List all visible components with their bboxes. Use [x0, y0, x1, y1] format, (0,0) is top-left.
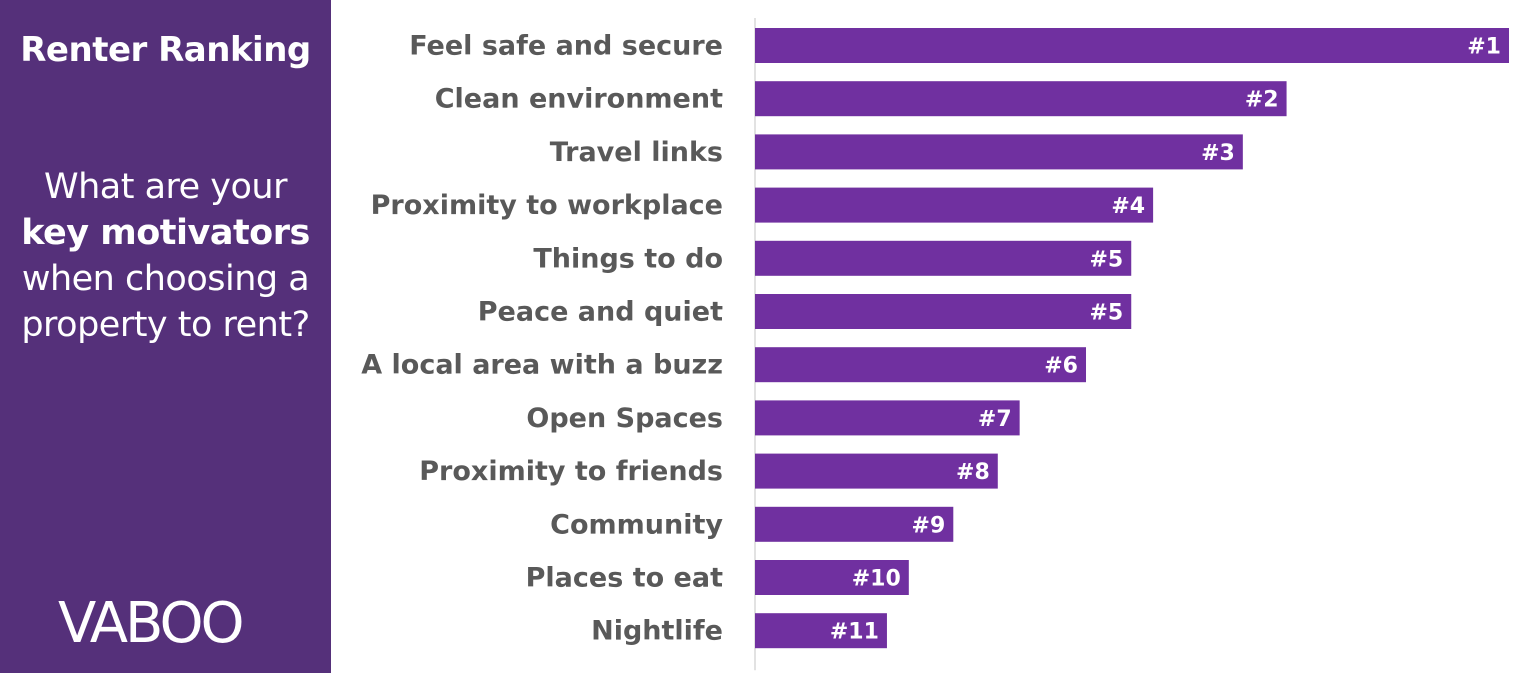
data-label-8: #7 — [978, 407, 1012, 432]
data-label-11: #10 — [852, 567, 901, 592]
bar-9 — [755, 453, 998, 489]
bar-7 — [755, 347, 1087, 383]
category-label-12: Nightlife — [591, 616, 723, 647]
data-label-1: #1 — [1467, 35, 1501, 60]
bar-2 — [755, 81, 1287, 117]
bar-4 — [755, 187, 1154, 223]
question-text-emphasis: key motivators — [21, 213, 310, 253]
survey-question: What are your key motivators when choosi… — [10, 164, 321, 348]
category-label-6: Peace and quiet — [478, 297, 723, 328]
category-label-8: Open Spaces — [526, 403, 723, 434]
bars-group: Feel safe and secure #1 Clean environment #… — [361, 28, 1509, 649]
brand-logo: VABOO — [58, 591, 245, 656]
category-label-10: Community — [550, 509, 723, 540]
data-label-4: #4 — [1111, 194, 1145, 219]
question-text-end: when choosing a property to rent? — [21, 259, 310, 345]
page-title: Renter Ranking — [20, 30, 311, 70]
bar-3 — [755, 134, 1243, 170]
bar-8 — [755, 400, 1020, 436]
category-label-9: Proximity to friends — [419, 456, 723, 487]
data-label-10: #9 — [912, 513, 946, 538]
bar-6 — [755, 294, 1132, 329]
bar-1 — [755, 28, 1509, 63]
ranking-bar-chart: Feel safe and secure #1 Clean environment #… — [361, 18, 1509, 671]
data-label-9: #8 — [956, 460, 990, 485]
category-label-4: Proximity to workplace — [371, 190, 723, 221]
question-text-start: What are your — [43, 167, 288, 207]
bar-11 — [755, 560, 909, 595]
bar-10 — [755, 506, 954, 542]
category-label-2: Clean environment — [435, 84, 723, 115]
bar-12 — [755, 613, 887, 649]
data-label-5: #5 — [1089, 247, 1123, 272]
data-label-6: #5 — [1089, 301, 1123, 326]
data-label-2: #2 — [1245, 88, 1279, 113]
category-label-5: Things to do — [533, 243, 723, 274]
category-label-3: Travel links — [550, 137, 723, 168]
data-label-7: #6 — [1044, 354, 1078, 379]
data-label-3: #3 — [1201, 141, 1235, 166]
sidebar-panel: Renter Ranking What are your key motivat… — [0, 0, 331, 673]
category-label-7: A local area with a buzz — [361, 350, 723, 381]
data-label-12: #11 — [830, 620, 879, 645]
ranking-chart: Feel safe and secure #1 Clean environment #… — [331, 0, 1540, 673]
category-label-11: Places to eat — [526, 563, 723, 594]
category-label-1: Feel safe and secure — [409, 31, 723, 62]
bar-5 — [755, 240, 1132, 276]
